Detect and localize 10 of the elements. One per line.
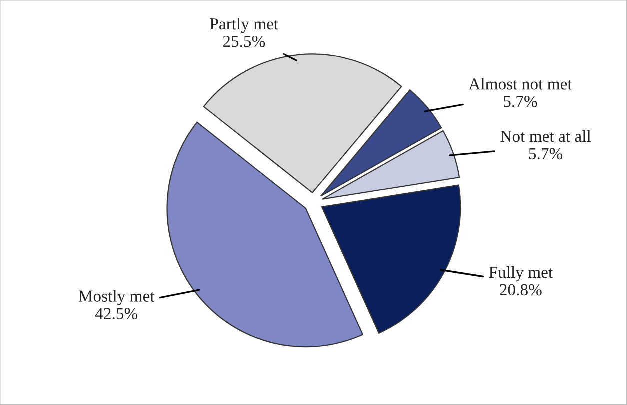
data-label: 42.5% [95,308,138,320]
slice-label: Not met at all [500,130,592,142]
slice-label: Fully met [489,266,553,282]
slice-label: Mostly met [78,290,155,306]
data-label: 5.7% [504,96,538,108]
slice-label: Partly met [210,18,279,34]
data-label: 5.7% [529,148,563,160]
data-label: 20.8% [500,284,542,296]
slice-label: Almost not met [468,78,572,90]
data-label: 25.5% [223,36,266,48]
